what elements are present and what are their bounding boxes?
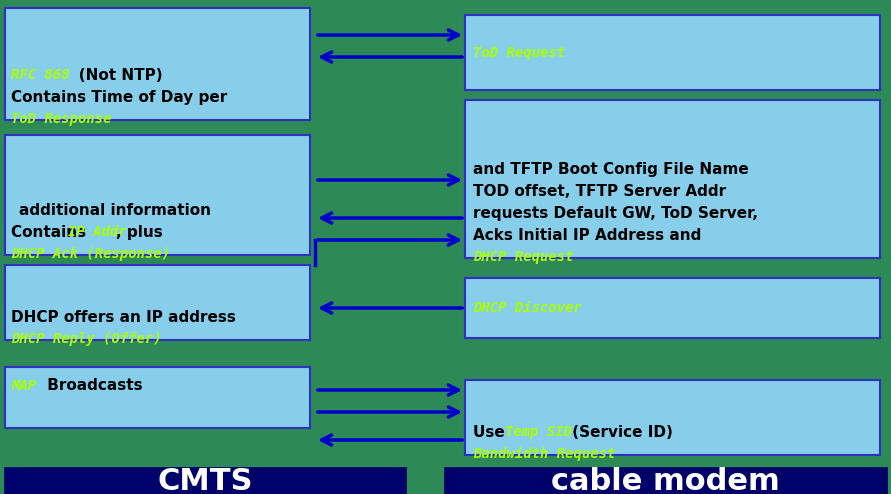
Text: DHCP offers an IP address: DHCP offers an IP address [11, 310, 236, 325]
Text: CMTS: CMTS [157, 466, 253, 494]
Bar [5, 468, 405, 494]
Bar [465, 15, 880, 90]
Bar [445, 468, 886, 494]
Text: , plus: , plus [116, 225, 163, 240]
Bar [465, 380, 880, 455]
Text: and TFTP Boot Config File Name: and TFTP Boot Config File Name [473, 162, 748, 177]
Bar [465, 278, 880, 338]
Text: ToD Response: ToD Response [11, 112, 111, 126]
Text: Bandwidth Request: Bandwidth Request [473, 447, 616, 461]
Bar [5, 135, 310, 255]
Text: Broadcasts: Broadcasts [42, 378, 143, 393]
Text: DHCP Discover: DHCP Discover [473, 301, 582, 315]
Text: DHCP Ack (Response): DHCP Ack (Response) [11, 247, 170, 261]
Text: RFC 868: RFC 868 [11, 68, 69, 82]
Text: Use: Use [473, 425, 510, 440]
Text: DHCP Request: DHCP Request [473, 250, 574, 264]
Bar [465, 100, 880, 258]
Bar [5, 265, 310, 340]
Text: (Service ID): (Service ID) [567, 425, 673, 440]
Text: IP Addr: IP Addr [68, 225, 127, 239]
Bar [5, 8, 310, 120]
Text: additional information: additional information [19, 203, 211, 218]
Text: requests Default GW, ToD Server,: requests Default GW, ToD Server, [473, 206, 758, 221]
Text: DHCP Reply (Offer): DHCP Reply (Offer) [11, 332, 162, 346]
Bar [5, 367, 310, 428]
Text: Temp SID: Temp SID [505, 425, 572, 439]
Text: cable modem: cable modem [552, 466, 780, 494]
Text: TOD offset, TFTP Server Addr: TOD offset, TFTP Server Addr [473, 184, 726, 199]
Text: Contains: Contains [11, 225, 92, 240]
Text: ToD Request: ToD Request [473, 45, 565, 59]
Text: Acks Initial IP Address and: Acks Initial IP Address and [473, 228, 701, 243]
Text: Contains Time of Day per: Contains Time of Day per [11, 90, 227, 105]
Text: (Not NTP): (Not NTP) [63, 68, 163, 83]
Text: MAP: MAP [11, 379, 37, 393]
